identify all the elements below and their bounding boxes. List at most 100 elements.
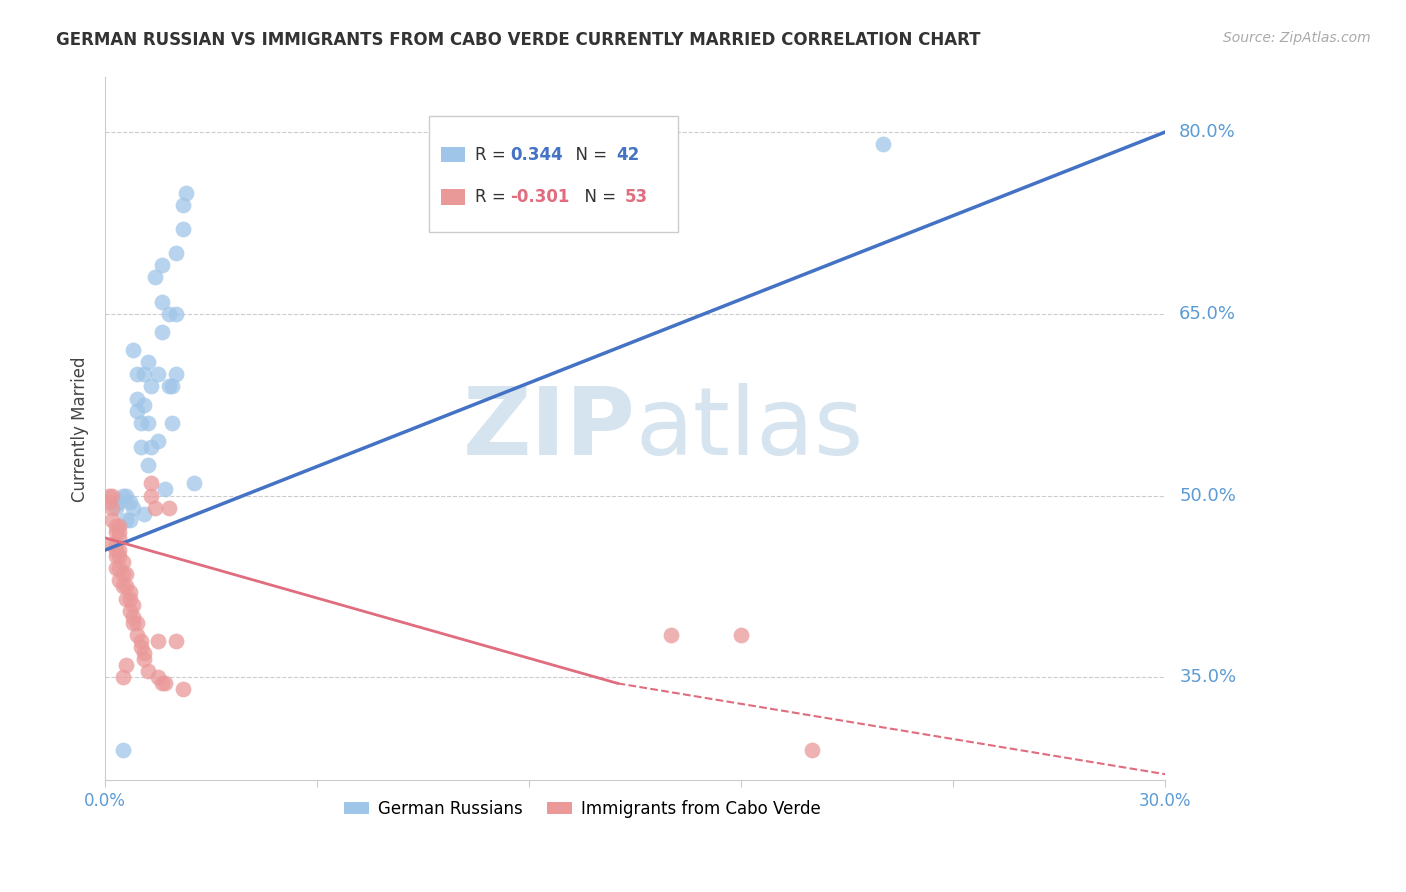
Point (101, 537, 124, 551)
Point (108, 549, 131, 563)
Text: 35.0%: 35.0% (1180, 668, 1236, 686)
Bar (441, 147, 464, 162)
Point (150, 676, 173, 690)
Point (176, 186, 198, 200)
Point (162, 379, 184, 393)
Point (872, 137, 894, 152)
Point (129, 416, 152, 430)
Point (141, 476, 163, 491)
Point (129, 640, 152, 654)
Point (122, 598, 145, 612)
Point (118, 591, 141, 606)
Point (104, 537, 127, 551)
Point (118, 494, 141, 508)
Text: 50.0%: 50.0% (1180, 486, 1236, 505)
Point (104, 500, 127, 515)
Point (129, 634, 152, 648)
Point (136, 665, 159, 679)
Point (104, 561, 127, 575)
Text: N =: N = (574, 188, 621, 206)
Point (148, 368, 170, 382)
Point (111, 579, 134, 593)
Point (136, 416, 159, 430)
Point (122, 343, 145, 357)
Point (165, 246, 187, 260)
Point (118, 513, 141, 527)
Point (132, 368, 155, 382)
Point (111, 555, 134, 569)
Point (141, 489, 163, 503)
Point (101, 489, 124, 503)
Text: 65.0%: 65.0% (1180, 305, 1236, 323)
Point (108, 574, 131, 588)
Legend: German Russians, Immigrants from Cabo Verde: German Russians, Immigrants from Cabo Ve… (337, 793, 827, 825)
Point (800, 743, 823, 757)
Point (104, 518, 127, 533)
Text: ZIP: ZIP (463, 383, 636, 475)
Point (157, 500, 180, 515)
Point (150, 325, 173, 339)
Point (108, 561, 131, 575)
Text: 53: 53 (624, 188, 648, 206)
Point (104, 543, 127, 558)
Point (118, 585, 141, 599)
Point (108, 494, 131, 508)
Point (162, 416, 184, 430)
Point (150, 258, 173, 272)
Point (129, 440, 152, 454)
Point (148, 434, 170, 448)
Point (155, 676, 177, 690)
Point (115, 658, 138, 673)
Bar (441, 189, 464, 204)
Point (125, 368, 148, 382)
Text: 42: 42 (616, 145, 640, 164)
Point (141, 379, 163, 393)
Text: R =: R = (475, 188, 512, 206)
Point (101, 500, 124, 515)
Point (148, 670, 170, 684)
Point (122, 500, 145, 515)
Point (108, 524, 131, 539)
Point (157, 307, 180, 321)
Point (108, 531, 131, 545)
Point (165, 634, 187, 648)
Text: atlas: atlas (636, 383, 863, 475)
Text: GERMAN RUSSIAN VS IMMIGRANTS FROM CABO VERDE CURRENTLY MARRIED CORRELATION CHART: GERMAN RUSSIAN VS IMMIGRANTS FROM CABO V… (56, 31, 981, 49)
Text: N =: N = (565, 145, 613, 164)
Point (132, 398, 155, 412)
Point (148, 634, 170, 648)
Point (183, 476, 205, 491)
Text: R =: R = (475, 145, 512, 164)
Point (165, 368, 187, 382)
Point (150, 294, 173, 309)
Text: Source: ZipAtlas.com: Source: ZipAtlas.com (1223, 31, 1371, 45)
Point (115, 567, 138, 582)
Point (104, 524, 127, 539)
Point (97, 489, 120, 503)
Point (101, 513, 124, 527)
Point (115, 579, 138, 593)
Point (125, 392, 148, 406)
Point (143, 500, 166, 515)
Point (172, 197, 194, 211)
Point (125, 403, 148, 417)
Point (104, 549, 127, 563)
Point (165, 307, 187, 321)
Point (132, 652, 155, 666)
Text: -0.301: -0.301 (510, 188, 569, 206)
Point (122, 615, 145, 630)
Point (132, 646, 155, 660)
Point (122, 609, 145, 624)
Point (730, 628, 752, 642)
Point (111, 567, 134, 582)
Point (157, 379, 180, 393)
Text: 0.344: 0.344 (510, 145, 562, 164)
Point (659, 628, 682, 642)
Point (108, 518, 131, 533)
Point (141, 440, 163, 454)
Point (136, 458, 159, 473)
Point (111, 489, 134, 503)
Point (111, 670, 134, 684)
Point (118, 604, 141, 618)
Point (111, 743, 134, 757)
